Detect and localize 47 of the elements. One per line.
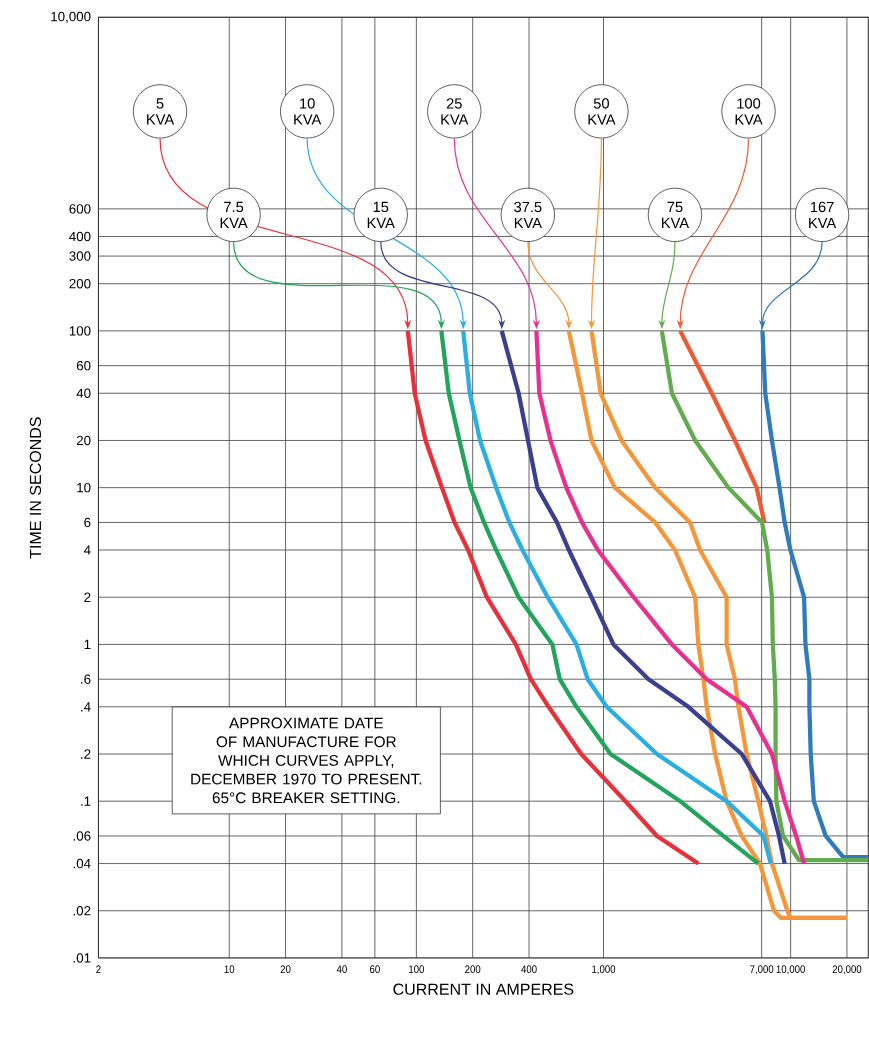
y-tick-label: .06 — [73, 831, 91, 841]
x-tick-label: 10,000 — [776, 965, 805, 975]
text: 25 KVA — [441, 98, 469, 125]
y-tick-label: 1 — [84, 639, 91, 649]
x-tick-label: 200 — [465, 965, 481, 974]
y-tick-label: 200 — [69, 278, 91, 289]
x-tick-label: 400 — [521, 965, 537, 974]
text: 50 KVA — [588, 98, 616, 125]
annotation: APPROXIMATE DATE OF MANUFACTURE FOR WHICH CURVES APPLY, DECEMBER 1970 TO PRESENT. 65°C BREAKER SETTING. — [191, 717, 422, 804]
y-tick-label: .02 — [73, 906, 91, 916]
y-tick-label: 6 — [84, 517, 91, 528]
x-tick-label: 100 — [409, 965, 424, 974]
x-tick-label: 60 — [369, 965, 380, 974]
text: 5 KVA — [147, 98, 175, 125]
y-tick-label: 10,000 — [51, 11, 91, 23]
y-tick-label: 4 — [83, 545, 91, 555]
x-tick-label: 40 — [336, 965, 347, 974]
x-tick-label: 20 — [280, 965, 291, 974]
x-tick-label: 7,000 — [750, 965, 774, 975]
y-tick-label: .01 — [73, 953, 91, 963]
text: 37.5 KVA — [514, 201, 542, 228]
text: 100 KVA — [735, 98, 763, 125]
y-tick-label: 20 — [76, 435, 91, 446]
text: 10 KVA — [294, 98, 322, 125]
y-tick-label: .2 — [81, 749, 91, 759]
y-tick-label: .1 — [81, 796, 91, 806]
text: 7.5 KVA — [220, 201, 248, 228]
y-tick-label: 2 — [84, 592, 91, 602]
y-tick-label: 10 — [77, 482, 91, 493]
y-tick-label: .6 — [81, 674, 91, 684]
x-tick-label: 2 — [96, 965, 101, 973]
text: 15 KVA — [367, 201, 395, 228]
x-tick-label: 1,000 — [592, 965, 616, 975]
x-tick-label: 20,000 — [832, 965, 862, 975]
y-tick-label: 600 — [69, 204, 91, 214]
y-tick-label: 40 — [76, 388, 91, 398]
y-tick-label: 60 — [76, 360, 91, 371]
text: 75 KVA — [662, 201, 690, 228]
y-tick-label: .04 — [73, 858, 91, 869]
y-tick-label: .4 — [81, 702, 91, 712]
text: 167 KVA — [809, 201, 837, 228]
y-tick-label: 400 — [69, 231, 91, 242]
y-tick-label: 300 — [69, 251, 91, 261]
x-axis-title: CURRENT IN AMPERES — [393, 983, 574, 995]
x-tick-label: 10 — [224, 965, 235, 974]
y-axis-title: TIME IN SECONDS — [29, 417, 42, 559]
y-tick-label: 100 — [69, 326, 91, 336]
